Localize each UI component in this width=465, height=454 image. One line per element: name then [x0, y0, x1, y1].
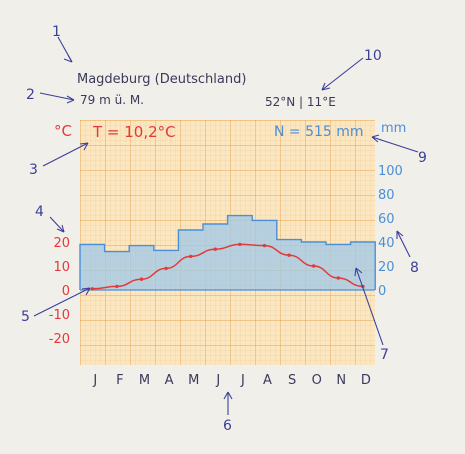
- arrow-8: [396, 230, 411, 258]
- precip-tick-label: 20: [378, 260, 395, 275]
- annotation-9: 9: [418, 150, 427, 166]
- temp-tick-label: 10: [53, 260, 70, 275]
- precipitation-series: [79, 214, 376, 290]
- temperature-series: [90, 242, 365, 291]
- temp-tick-label: -20: [49, 332, 70, 347]
- month-label: M: [188, 373, 199, 388]
- station-coordinates: 52°N | 11°E: [265, 95, 336, 109]
- month-label: J: [240, 373, 245, 388]
- temp-point-7: [238, 242, 242, 247]
- precipitation-unit: mm: [381, 121, 406, 136]
- annotation-numbers: 1 2 3 4 5 6 7 8 9 10: [21, 24, 427, 434]
- precip-bar-5: [178, 230, 203, 290]
- annotation-7: 7: [380, 347, 389, 363]
- temperature-axis: 20 10 0 -10 -20: [49, 236, 70, 347]
- arrowhead-3: [79, 142, 89, 151]
- precip-bar-6: [203, 224, 228, 290]
- station-name: Magdeburg (Deutschland): [77, 72, 246, 87]
- precip-bar-2: [104, 251, 130, 290]
- temperature-line: [92, 243, 363, 290]
- precip-bar-3: [129, 245, 154, 290]
- annotation-6: 6: [223, 418, 232, 434]
- temp-point-6: [213, 247, 217, 251]
- temp-point-3: [139, 277, 144, 281]
- precip-tick-label: 0: [378, 284, 386, 299]
- precip-tick-label: 100: [378, 164, 403, 179]
- arrow-9: [371, 136, 419, 153]
- precip-bar-1: [80, 244, 105, 290]
- arrowhead-8: [396, 230, 404, 239]
- arrowhead-7: [354, 267, 363, 277]
- arrowhead-10: [321, 82, 331, 91]
- temperature-unit: °C: [54, 122, 72, 140]
- arrowhead-1: [63, 54, 73, 63]
- month-label: F: [116, 373, 123, 388]
- month-label: N: [336, 373, 346, 388]
- annotation-4: 4: [35, 204, 44, 220]
- arrowhead-5: [81, 287, 91, 296]
- temp-tick-label: 20: [53, 236, 70, 251]
- arrow-3: [42, 142, 89, 167]
- annotation-10: 10: [364, 48, 382, 64]
- station-elevation: 79 m ü. M.: [80, 93, 144, 107]
- annotation-2: 2: [26, 87, 35, 103]
- arrow-10: [321, 57, 364, 91]
- temp-point-8: [262, 243, 267, 248]
- arrowhead-6: [223, 391, 233, 400]
- precip-bar-7: [227, 215, 253, 290]
- arrow-7: [355, 267, 384, 346]
- arrow-2: [39, 92, 75, 101]
- temp-point-4: [164, 266, 168, 271]
- precipitation-axis: 100 80 60 40 20 0: [378, 164, 403, 299]
- month-label: O: [312, 373, 322, 388]
- month-label: J: [92, 373, 97, 388]
- precip-outline: [79, 214, 376, 290]
- precip-tick-label: 60: [378, 212, 395, 227]
- precip-tick-label: 80: [378, 188, 395, 203]
- mean-temperature: T = 10,2°C: [92, 123, 176, 141]
- month-label: D: [361, 373, 371, 388]
- month-label: A: [165, 373, 174, 388]
- arrow-4: [49, 216, 65, 233]
- temp-point-10: [312, 264, 316, 268]
- arrowhead-9: [371, 134, 380, 143]
- annotation-5: 5: [21, 309, 30, 325]
- arrowhead-2: [66, 95, 75, 104]
- annotation-1: 1: [52, 24, 61, 40]
- precip-bar-11: [326, 244, 351, 290]
- annotation-3: 3: [29, 162, 38, 178]
- temp-point-11: [336, 276, 340, 280]
- temp-point-5: [189, 254, 193, 259]
- precip-bar-12: [350, 242, 376, 290]
- month-label: A: [263, 373, 272, 388]
- arrowhead-4: [56, 224, 65, 233]
- annotation-arrows: [33, 36, 419, 415]
- precip-tick-label: 40: [378, 236, 395, 251]
- temp-point-2: [115, 284, 119, 289]
- annotation-8: 8: [410, 260, 419, 276]
- month-label: M: [139, 373, 150, 388]
- month-label: S: [288, 373, 296, 388]
- arrow-5: [33, 287, 91, 317]
- temp-tick-label: -10: [49, 308, 70, 323]
- temp-tick-label: 0: [62, 284, 70, 299]
- precip-bar-9: [276, 239, 302, 290]
- annual-precipitation: N = 515 mm: [274, 124, 364, 140]
- temp-point-1: [90, 287, 95, 291]
- temp-point-9: [287, 253, 291, 257]
- month-label: J: [215, 373, 220, 388]
- precip-bar-8: [252, 220, 277, 290]
